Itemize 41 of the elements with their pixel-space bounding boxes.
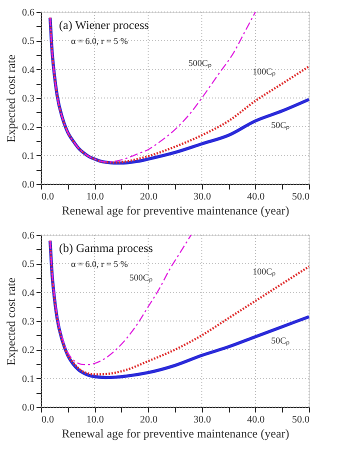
annotation: α = 6.0, r = 5 % xyxy=(71,36,128,46)
x-axis-title: Renewal age for preventive maintenance (year) xyxy=(62,426,290,440)
x-axis-title: Renewal age for preventive maintenance (year) xyxy=(62,204,290,218)
y-tick-label: 0.6 xyxy=(22,230,34,242)
x-tick-label: 20.0 xyxy=(140,192,158,202)
annotation: α = 6.0, r = 5 % xyxy=(71,259,128,269)
y-tick-label: 0.2 xyxy=(22,345,34,356)
y-tick-label: 0.1 xyxy=(22,374,34,385)
y-tick-label: 0.1 xyxy=(22,150,34,162)
annotation: (b) Gamma process xyxy=(59,241,154,255)
y-tick-label: 0.4 xyxy=(22,288,34,299)
y-tick-label: 0.2 xyxy=(22,122,34,134)
annotation: (a) Wiener process xyxy=(59,18,150,32)
x-tick-label: 30.0 xyxy=(194,192,212,202)
series-label: 500Cₚ xyxy=(129,272,153,284)
y-tick-label: 0.3 xyxy=(22,316,34,328)
x-tick-label: 50.0 xyxy=(292,414,310,426)
y-tick-label: 0.0 xyxy=(22,402,34,414)
series-label: 50Cₚ xyxy=(271,336,290,347)
y-axis-title: Expected cost rate xyxy=(4,278,18,366)
y-tick-label: 0.6 xyxy=(22,8,34,18)
y-tick-label: 0.3 xyxy=(22,94,34,104)
x-tick-label: 40.0 xyxy=(247,192,265,202)
x-tick-label: 20.0 xyxy=(140,414,158,426)
y-tick-label: 0.0 xyxy=(22,180,34,190)
x-tick-label: 40.0 xyxy=(247,414,265,426)
x-tick-label: 50.0 xyxy=(292,192,310,202)
x-tick-label: 30.0 xyxy=(194,414,212,426)
y-tick-label: 0.5 xyxy=(22,36,34,48)
series-label: 50Cₚ xyxy=(271,120,290,131)
x-tick-label: 0.0 xyxy=(42,414,54,426)
x-tick-label: 10.0 xyxy=(86,414,104,426)
x-tick-label: 0.0 xyxy=(42,192,54,202)
series-label: 100Cₚ xyxy=(252,66,276,78)
y-tick-label: 0.4 xyxy=(22,64,34,76)
series-label: 100Cₚ xyxy=(252,266,276,278)
y-tick-label: 0.5 xyxy=(22,259,34,270)
series-label: 500Cₚ xyxy=(188,58,212,70)
y-axis-title: Expected cost rate xyxy=(4,54,18,142)
line-series xyxy=(50,234,192,366)
x-tick-label: 10.0 xyxy=(86,192,104,202)
